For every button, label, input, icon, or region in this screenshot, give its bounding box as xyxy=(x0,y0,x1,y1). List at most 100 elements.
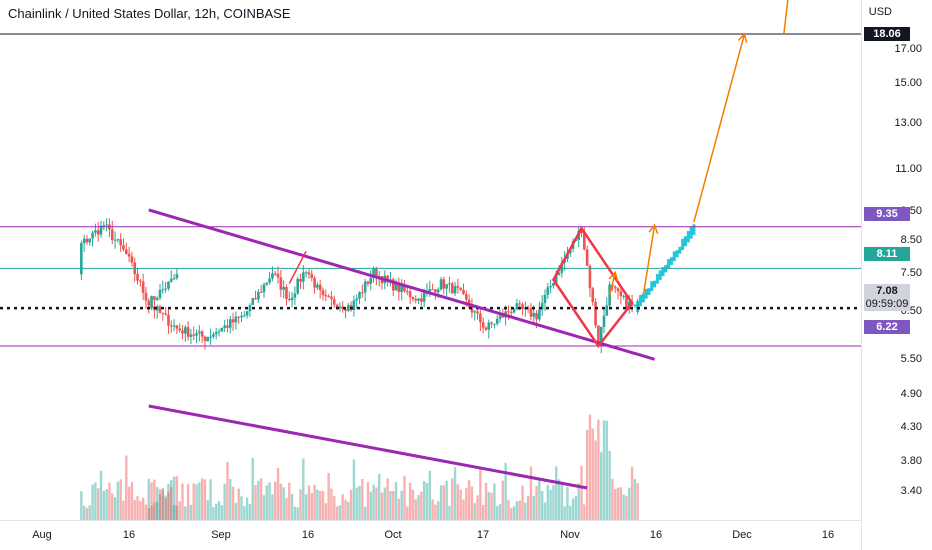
candle-body xyxy=(428,289,432,292)
candle-body xyxy=(417,298,420,301)
candle xyxy=(588,264,592,297)
candle xyxy=(169,320,173,333)
volume-bar xyxy=(535,485,538,520)
volume-bar xyxy=(571,498,575,520)
candle-body xyxy=(262,284,266,293)
volume-bar xyxy=(111,493,114,520)
volume-bar xyxy=(484,482,488,520)
price-label: 7.50 xyxy=(900,267,922,279)
candle-body xyxy=(532,313,536,317)
time-label: 16 xyxy=(821,529,835,541)
candle xyxy=(616,287,620,300)
candle xyxy=(605,297,609,317)
candle xyxy=(310,269,314,282)
candle xyxy=(262,282,266,298)
candle xyxy=(285,284,288,306)
candle-body xyxy=(453,286,457,294)
candle xyxy=(439,276,443,291)
candle-body xyxy=(546,287,550,295)
candle-body xyxy=(209,336,212,338)
descending-trendline[interactable] xyxy=(148,208,656,361)
candle-body xyxy=(164,288,167,290)
candle-body xyxy=(271,273,274,279)
volume-bar xyxy=(507,499,510,520)
volume-bar xyxy=(453,467,457,520)
candle-body xyxy=(369,277,373,284)
volume-bar xyxy=(445,480,448,520)
candle-body xyxy=(167,281,170,289)
ghost-bar xyxy=(650,281,654,292)
volume-bar xyxy=(175,476,179,520)
candle-body xyxy=(96,230,100,235)
candle xyxy=(448,276,451,293)
volume-bar xyxy=(383,487,387,520)
candle-body xyxy=(501,315,505,318)
volume-bar xyxy=(605,420,609,520)
candle xyxy=(198,325,201,342)
volume-bar xyxy=(133,499,136,520)
volume-bar xyxy=(274,481,277,520)
price-badge-low: 6.22 xyxy=(864,320,910,334)
volume-bar xyxy=(473,503,476,520)
volume-bar xyxy=(80,491,83,520)
candle-body xyxy=(302,272,305,282)
candle-body xyxy=(552,282,555,286)
candle xyxy=(116,238,120,243)
candle xyxy=(344,308,347,319)
volume-bar xyxy=(212,507,215,520)
candle-body xyxy=(625,295,628,309)
volume-bar xyxy=(164,498,167,520)
projection-arrow-1[interactable] xyxy=(608,270,619,296)
volume-bar xyxy=(479,469,482,520)
volume-bar xyxy=(594,440,597,520)
volume-bar xyxy=(296,507,299,520)
candle-body xyxy=(217,331,221,333)
candle-body xyxy=(324,295,328,297)
volume-bar xyxy=(158,489,162,520)
volume-bar xyxy=(614,489,617,520)
drawings xyxy=(0,0,861,490)
candle xyxy=(599,326,603,354)
countdown-badge: 09:59:09 xyxy=(864,297,910,311)
projection-arrow-3[interactable] xyxy=(693,32,748,223)
volume-bar xyxy=(161,490,165,520)
candle-body xyxy=(259,291,263,293)
volume-bar xyxy=(172,476,176,520)
volume-trendline[interactable] xyxy=(148,404,588,490)
candle xyxy=(102,221,106,231)
volume-bar xyxy=(349,489,353,520)
ghost-bar xyxy=(636,300,640,313)
volume-bar xyxy=(271,494,274,520)
candle-body xyxy=(175,325,179,329)
projection-arrow-2[interactable] xyxy=(642,223,659,296)
ghost-bar xyxy=(683,236,687,247)
candle xyxy=(240,312,243,323)
candle-body xyxy=(172,325,176,327)
candle-body xyxy=(273,273,277,275)
volume-bar xyxy=(597,419,600,520)
candle-body xyxy=(257,291,260,300)
candle xyxy=(144,286,148,309)
volume-bar xyxy=(231,486,235,520)
candle-body xyxy=(94,230,97,233)
candle-body xyxy=(397,283,401,293)
candle-body xyxy=(580,230,583,234)
volume-bar xyxy=(462,499,465,520)
volume-bar xyxy=(99,470,103,520)
price-badge-upper: 9.35 xyxy=(864,207,910,221)
candle xyxy=(268,271,271,285)
volume-bar xyxy=(392,490,395,520)
volume-bar xyxy=(327,472,330,520)
candle xyxy=(406,287,409,296)
candle xyxy=(481,317,485,334)
volume-bar xyxy=(150,482,153,520)
candles xyxy=(80,218,640,354)
diamond-pattern[interactable] xyxy=(551,225,634,349)
volume-label: 3.80 xyxy=(900,455,922,467)
volume-bar xyxy=(299,489,302,520)
candle-body xyxy=(85,238,89,243)
volume-bar xyxy=(330,488,333,520)
candle-body xyxy=(344,309,347,311)
volume-bar xyxy=(156,487,159,520)
